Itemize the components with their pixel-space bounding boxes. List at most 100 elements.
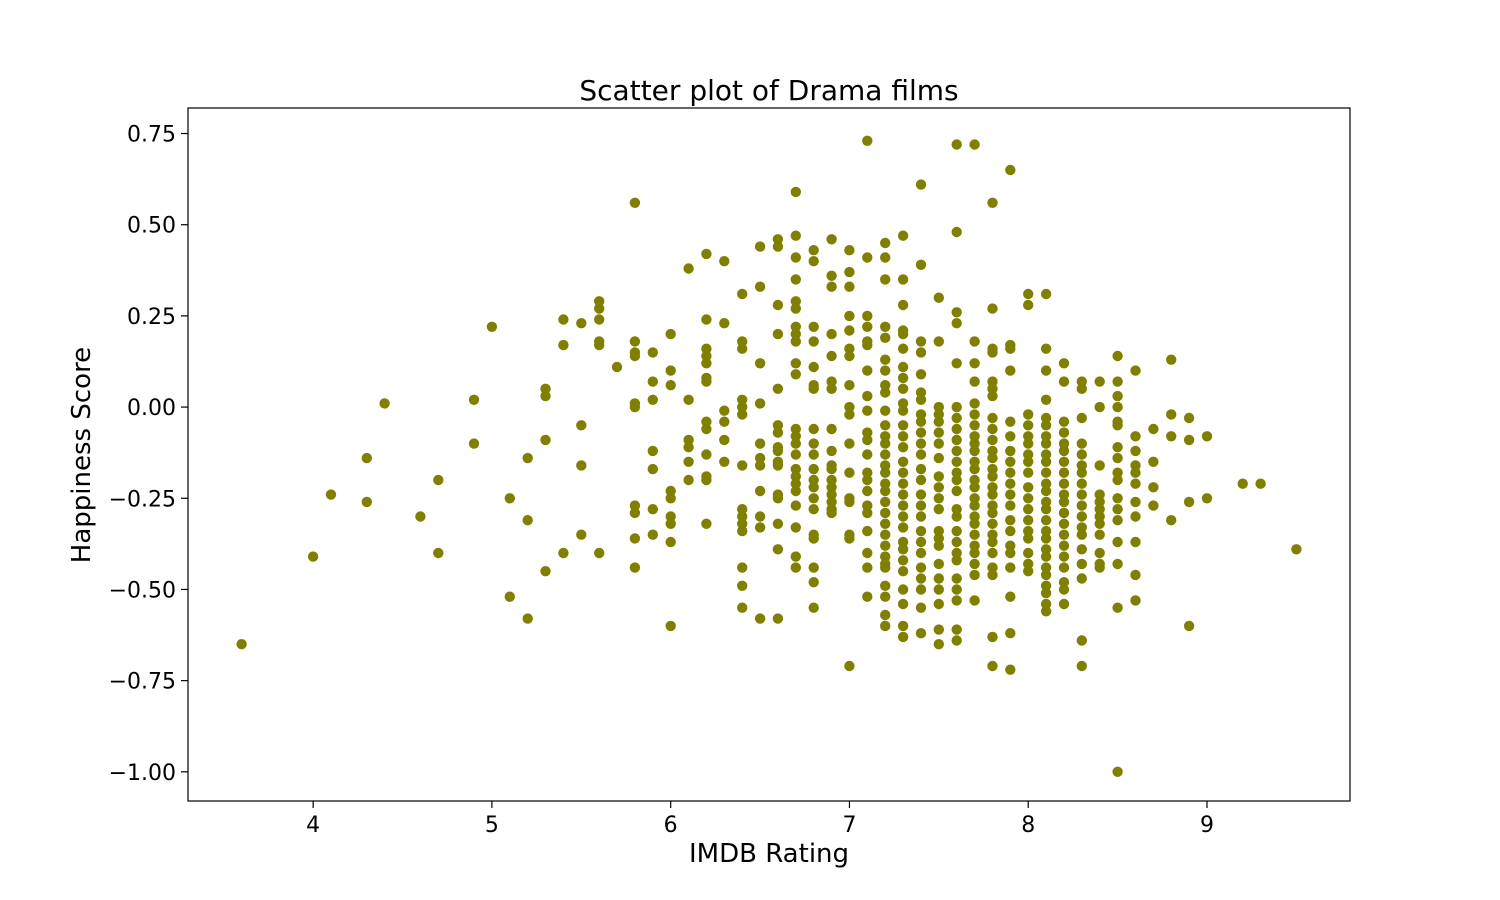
data-point xyxy=(576,420,587,431)
data-point xyxy=(844,401,855,413)
data-point xyxy=(915,387,927,398)
data-point xyxy=(522,452,533,464)
chart-title: Scatter plot of Drama films xyxy=(579,74,958,107)
data-point xyxy=(701,376,712,387)
data-point xyxy=(1076,558,1088,570)
data-point xyxy=(1040,504,1052,515)
data-point xyxy=(880,496,891,508)
data-point xyxy=(1040,467,1052,478)
data-point xyxy=(897,343,909,354)
data-point xyxy=(880,380,891,391)
data-point xyxy=(236,639,247,650)
data-point xyxy=(933,292,944,303)
data-point xyxy=(504,591,515,602)
data-point xyxy=(880,321,891,332)
data-point xyxy=(880,460,891,471)
data-point xyxy=(1148,423,1159,435)
data-point xyxy=(951,226,962,238)
data-point xyxy=(540,390,551,402)
data-point xyxy=(325,489,337,500)
data-point xyxy=(933,452,944,464)
data-point xyxy=(897,631,909,643)
data-point xyxy=(1094,460,1105,471)
data-point xyxy=(1005,431,1016,442)
data-point xyxy=(880,274,891,285)
data-point xyxy=(1201,431,1213,442)
data-point xyxy=(987,463,998,475)
y-tick-label: 0.75 xyxy=(127,123,176,148)
data-point xyxy=(701,314,712,325)
data-point xyxy=(844,533,855,544)
data-point xyxy=(862,405,873,416)
data-point xyxy=(1148,456,1159,467)
data-point xyxy=(951,584,962,595)
data-point xyxy=(915,573,927,584)
data-point xyxy=(1005,416,1016,427)
data-point xyxy=(915,179,927,190)
data-point xyxy=(862,339,873,351)
data-point xyxy=(933,493,944,504)
data-point xyxy=(969,529,980,540)
data-point xyxy=(647,394,658,405)
data-point xyxy=(987,347,998,358)
data-point xyxy=(826,482,837,493)
data-point xyxy=(826,445,837,457)
data-point xyxy=(1076,438,1088,449)
data-point xyxy=(1022,504,1034,515)
data-point xyxy=(754,452,766,464)
data-point xyxy=(754,485,766,497)
data-point xyxy=(951,307,962,318)
data-point xyxy=(1022,533,1034,544)
data-point xyxy=(897,478,909,489)
data-point xyxy=(862,485,873,497)
data-point xyxy=(987,412,998,424)
data-point xyxy=(683,442,694,453)
data-point xyxy=(844,409,855,420)
data-point xyxy=(683,263,694,274)
data-point xyxy=(1040,525,1052,537)
data-point xyxy=(915,562,927,573)
data-point xyxy=(1076,376,1088,387)
data-point xyxy=(915,463,927,475)
data-point xyxy=(1130,595,1141,606)
data-point xyxy=(719,318,730,329)
data-point xyxy=(1040,485,1052,497)
data-point xyxy=(808,533,819,544)
data-point xyxy=(915,336,927,347)
data-point xyxy=(826,383,837,394)
data-point xyxy=(1255,478,1266,489)
data-point xyxy=(1058,376,1070,387)
data-point xyxy=(754,398,766,409)
data-point xyxy=(1040,533,1052,544)
data-point xyxy=(951,511,962,522)
data-point xyxy=(1094,489,1105,500)
data-point xyxy=(629,562,641,573)
data-point xyxy=(1022,420,1034,431)
x-tick-label: 6 xyxy=(664,813,678,838)
data-point xyxy=(844,496,855,508)
data-point xyxy=(737,343,748,354)
data-point xyxy=(558,547,569,559)
data-point xyxy=(987,471,998,482)
data-point xyxy=(647,463,658,475)
data-point xyxy=(862,591,873,602)
data-point xyxy=(701,416,712,427)
data-point xyxy=(897,405,909,416)
data-point xyxy=(754,460,766,471)
data-point xyxy=(933,401,944,413)
data-point xyxy=(1076,660,1088,672)
data-point xyxy=(862,547,873,559)
data-point xyxy=(1094,376,1105,387)
data-point xyxy=(1112,602,1123,613)
data-point xyxy=(969,431,980,442)
data-point xyxy=(647,445,658,457)
data-point xyxy=(1005,164,1016,176)
data-point xyxy=(897,566,909,577)
data-point xyxy=(1022,409,1034,420)
data-point xyxy=(1166,354,1177,365)
data-point xyxy=(1022,547,1034,559)
data-point xyxy=(951,318,962,329)
data-point xyxy=(665,380,676,391)
data-point xyxy=(987,452,998,464)
data-point xyxy=(826,463,837,475)
